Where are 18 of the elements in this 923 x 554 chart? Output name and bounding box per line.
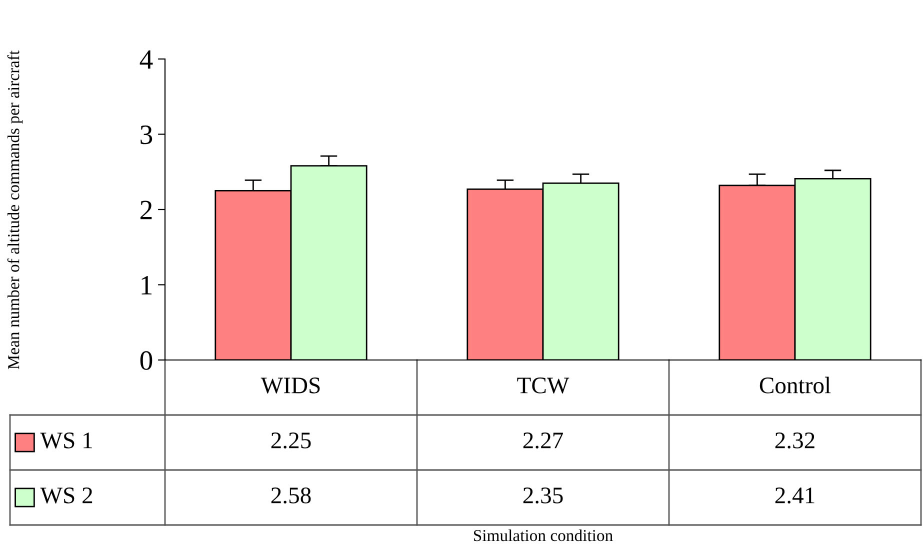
data-label: 2.32 [775,432,814,449]
x-tick-label: WIDS [260,378,320,394]
legend-label: WS 2 [40,488,92,504]
data-label: 2.25 [271,432,311,449]
text: Mean number of altitude commands per aircraft [7,50,23,370]
y-tick-label: 4 [140,50,153,69]
x-tick-label: TCW [517,378,570,394]
y-tick-label: 1 [142,276,152,294]
text: Simulation condition [474,529,613,542]
data-label: 2.41 [775,488,814,504]
data-label: 2.35 [523,488,563,504]
y-tick-label: 0 [140,351,152,370]
data-label: 2.27 [523,432,563,449]
x-tick-label: Control [760,376,831,394]
y-tick-label: 3 [140,125,152,144]
data-label: 2.58 [271,487,311,504]
legend-label: WS 1 [40,432,92,449]
y-tick-label: 2 [140,200,152,220]
